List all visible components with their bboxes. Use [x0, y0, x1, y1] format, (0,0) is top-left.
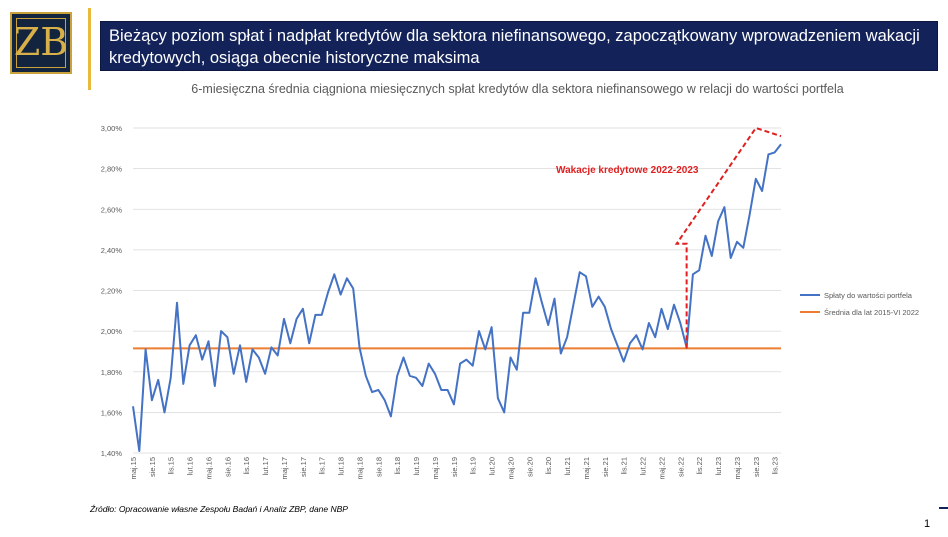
x-tick-label: lut.20: [488, 457, 497, 475]
legend: Spłaty do wartości portfela Średnia dla …: [800, 291, 919, 317]
y-tick-label: 1,40%: [101, 449, 123, 458]
x-tick-label: lut.18: [337, 457, 346, 475]
vacation-annotation-label: Wakacje kredytowe 2022-2023: [556, 165, 699, 176]
x-tick-label: maj.22: [657, 457, 666, 480]
y-tick-label: 2,80%: [101, 165, 123, 174]
x-tick-label: maj.17: [280, 457, 289, 480]
page-number: 1: [924, 518, 931, 530]
y-tick-label: 2,40%: [101, 246, 123, 255]
x-tick-label: lis.22: [695, 457, 704, 475]
slide-title: Bieżący poziom spłat i nadpłat kredytów …: [100, 21, 938, 71]
y-axis-ticks: 1,40% 1,60% 1,80% 2,00% 2,20% 2,40% 2,60% 2,80%…: [101, 124, 123, 458]
x-tick-label: lut.19: [412, 457, 421, 475]
x-tick-label: maj.20: [506, 457, 515, 480]
x-tick-label: lis.17: [318, 457, 327, 475]
x-tick-label: sie.21: [601, 457, 610, 477]
x-tick-label: lis.20: [544, 457, 553, 475]
x-tick-label: lis.16: [242, 457, 251, 475]
y-tick-label: 2,60%: [101, 205, 123, 214]
y-tick-label: 1,60%: [101, 408, 123, 417]
logo-monogram: ZB: [13, 20, 69, 64]
x-tick-label: maj.21: [582, 457, 591, 480]
logo-frame: [16, 18, 66, 68]
x-tick-label: maj.15: [129, 457, 138, 480]
x-tick-label: lut.22: [639, 457, 648, 475]
x-tick-label: sie.17: [299, 457, 308, 477]
y-tick-label: 2,00%: [101, 327, 123, 336]
x-tick-label: lis.23: [771, 457, 780, 475]
y-tick-label: 1,80%: [101, 368, 123, 377]
x-tick-label: lis.19: [469, 457, 478, 475]
corner-accent: [939, 507, 948, 509]
header-accent-bar: [88, 8, 91, 90]
x-tick-label: maj.19: [431, 457, 440, 480]
x-tick-label: sie.20: [525, 457, 534, 477]
series-line-splaty: [132, 143, 782, 452]
chart-title: 6-miesięczna średnia ciągniona miesięczn…: [191, 82, 844, 96]
source-note: Źródło: Opracowanie własne Zespołu Badań…: [90, 504, 348, 514]
x-tick-label: lut.16: [186, 457, 195, 475]
x-tick-label: maj.23: [733, 457, 742, 480]
x-tick-label: lut.23: [714, 457, 723, 475]
y-tick-label: 3,00%: [101, 124, 123, 133]
x-tick-label: lut.17: [261, 457, 270, 475]
legend-label-splaty: Spłaty do wartości portfela: [824, 291, 913, 300]
x-tick-label: lut.21: [563, 457, 572, 475]
x-tick-label: lis.21: [620, 457, 629, 475]
x-tick-label: maj.16: [204, 457, 213, 480]
zbp-logo: ZB: [10, 12, 72, 74]
x-tick-label: maj.18: [355, 457, 364, 480]
x-tick-label: sie.23: [752, 457, 761, 477]
x-tick-label: sie.15: [148, 457, 157, 477]
x-axis-ticks: maj.15 sie.15 lis.15 lut.16 maj.16 sie.16 lis.…: [129, 457, 780, 480]
x-tick-label: sie.16: [223, 457, 232, 477]
legend-label-average: Średnia dla lat 2015-VI 2022: [824, 308, 919, 317]
y-tick-label: 2,20%: [101, 287, 123, 296]
x-tick-label: sie.18: [374, 457, 383, 477]
vacation-bracket: [674, 126, 782, 349]
x-tick-label: sie.22: [676, 457, 685, 477]
x-tick-label: lis.18: [393, 457, 402, 475]
gridlines: [133, 127, 781, 454]
x-tick-label: sie.19: [450, 457, 459, 477]
x-tick-label: lis.15: [167, 457, 176, 475]
